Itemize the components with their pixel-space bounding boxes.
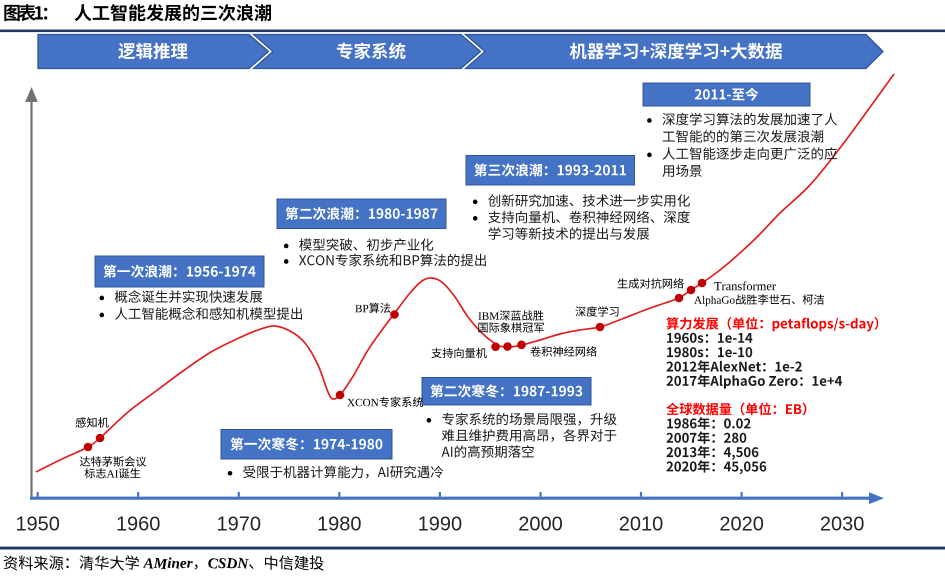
svg-text:2000: 2000 <box>518 514 563 536</box>
svg-text:1980: 1980 <box>317 514 362 536</box>
svg-text:1950: 1950 <box>15 514 60 536</box>
svg-text:2010: 2010 <box>619 514 664 536</box>
svg-text:2030: 2030 <box>820 514 865 536</box>
svg-text:1990: 1990 <box>418 514 463 536</box>
svg-text:1970: 1970 <box>217 514 262 536</box>
svg-text:1960: 1960 <box>116 514 161 536</box>
svg-text:2020: 2020 <box>719 514 764 536</box>
